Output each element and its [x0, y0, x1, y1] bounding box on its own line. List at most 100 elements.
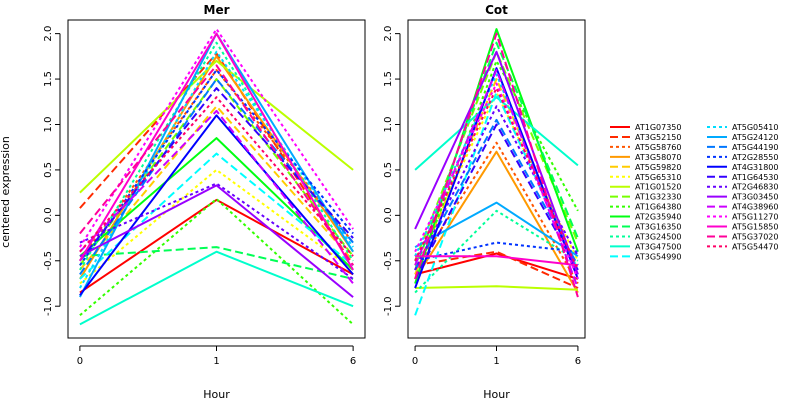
y-tick-label: 1.0 — [43, 117, 54, 133]
series-line-at5g65310 — [79, 168, 354, 285]
legend-label: AT5G54470 — [732, 242, 778, 251]
legend-item: AT4G31800 — [707, 163, 778, 172]
panel-cot: Cot -1.0 -0.5 0.0 0.5 1.0 1.5 2.0 0 1 6 Hour — [383, 3, 586, 400]
legend-label: AT5G37020 — [732, 232, 778, 241]
series-line-at3g47500 — [414, 96, 579, 171]
y-tick-label: -0.5 — [383, 251, 394, 271]
legend-item: AT5G11270 — [707, 213, 778, 222]
legend-item: AT5G65310 — [610, 173, 681, 182]
series-line-at1g64530 — [79, 87, 354, 262]
plot-frame — [67, 19, 366, 339]
x-tick-label: 1 — [493, 356, 499, 367]
panel-title: Mer — [204, 3, 230, 17]
series-line-at1g32330 — [79, 78, 354, 266]
y-tick-label: 1.0 — [383, 117, 394, 133]
legend-item: AT1G32330 — [610, 193, 681, 202]
legend-label: AT5G59820 — [635, 163, 681, 172]
legend-item: AT1G01520 — [610, 183, 681, 192]
legend-label: AT3G47500 — [635, 242, 681, 251]
legend-label: AT3G54990 — [635, 252, 681, 261]
legend-item: AT5G24120 — [707, 133, 778, 142]
legend-label: AT2G35940 — [635, 213, 681, 222]
series-line-at2g46830 — [79, 182, 354, 280]
series-line-at3g47500 — [79, 250, 354, 326]
x-tick-label: 0 — [77, 356, 83, 367]
y-tick-label: 0.0 — [383, 207, 394, 223]
x-axis-label: Hour — [483, 388, 510, 400]
y-tick-label: -1.0 — [43, 296, 54, 316]
legend-label: AT2G46830 — [732, 183, 778, 192]
legend-item: AT3G16350 — [610, 223, 681, 232]
y-tick-label: -1.0 — [383, 296, 394, 316]
series-line-at2g28550 — [414, 241, 579, 262]
legend-item: AT1G64380 — [610, 203, 681, 212]
y-tick-label: 0.5 — [383, 162, 394, 178]
legend-label: AT3G24500 — [635, 232, 681, 241]
legend-item: AT1G64530 — [707, 173, 778, 182]
legend-label: AT1G32330 — [635, 193, 681, 202]
legend-label: AT3G03450 — [732, 193, 778, 202]
series-line-at3g16350 — [414, 41, 579, 271]
legend-item: AT2G28550 — [707, 153, 778, 162]
y-tick-label: 1.5 — [43, 71, 54, 87]
series-line-at4g31800 — [79, 114, 354, 296]
legend-label: AT5G58760 — [635, 143, 681, 152]
plot-frame — [407, 19, 586, 339]
legend-label: AT3G58070 — [635, 153, 681, 162]
series-line-at5g15850 — [415, 255, 579, 267]
legend-item: AT2G35940 — [610, 213, 681, 222]
series-line-at4g38960 — [79, 109, 354, 285]
x-tick-label: 0 — [412, 356, 418, 367]
series-line-at3g16350 — [79, 246, 354, 280]
legend-item: AT3G03450 — [707, 193, 778, 202]
legend-item: AT3G52150 — [610, 133, 681, 142]
legend-item: AT3G54990 — [610, 252, 681, 261]
y-axis-label: centered expression — [0, 136, 12, 248]
y-tick-label: 2.0 — [383, 26, 394, 42]
series-line-at3g24500 — [79, 41, 354, 271]
legend-item: AT5G54470 — [707, 242, 778, 251]
legend-label: AT5G05410 — [732, 123, 778, 132]
series-line-at1g07350 — [414, 252, 579, 280]
legend-label: AT3G52150 — [635, 133, 681, 142]
legend-label: AT1G01520 — [635, 183, 681, 192]
y-tick-label: 2.0 — [43, 26, 54, 42]
legend-label: AT5G65310 — [635, 173, 681, 182]
series-line-at3g24500 — [414, 209, 579, 294]
legend-label: AT2G28550 — [732, 153, 778, 162]
series-line-at5g37020 — [79, 64, 354, 266]
series-line-at3g58070 — [414, 150, 579, 294]
legend-item: AT3G47500 — [610, 242, 681, 251]
series-line-at5g24120 — [79, 32, 354, 298]
y-tick-label: 0.0 — [43, 207, 54, 223]
legend: AT1G07350AT3G52150AT5G58760AT3G58070AT5G… — [610, 123, 778, 261]
legend-label: AT4G38960 — [732, 203, 778, 212]
series-line-at5g24120 — [414, 201, 579, 258]
legend-item: AT5G44190 — [707, 143, 778, 152]
legend-item: AT5G15850 — [707, 223, 778, 232]
series-line-at5g59820 — [79, 105, 354, 271]
legend-label: AT4G31800 — [732, 163, 778, 172]
legend-label: AT5G15850 — [732, 223, 778, 232]
series-line-at5g58760 — [79, 69, 354, 262]
series-line-at5g44190 — [79, 78, 354, 275]
series-line-at1g01520 — [415, 285, 578, 291]
panel-mer: Mer -1.0 -0.5 0.0 0.5 1.0 1.5 2.0 0 1 6 Hour — [43, 3, 366, 400]
legend-label: AT5G44190 — [732, 143, 778, 152]
series-line-at1g64530 — [414, 123, 579, 280]
legend-item: AT4G38960 — [707, 203, 778, 212]
legend-item: AT5G37020 — [707, 232, 778, 241]
series-line-at5g54470 — [79, 96, 354, 257]
series-line-at5g37020 — [414, 32, 579, 298]
y-tick-label: 1.5 — [383, 71, 394, 87]
series-line-at5g58760 — [414, 141, 579, 285]
legend-item: AT5G58760 — [610, 143, 681, 152]
series-line-at3g54990 — [79, 152, 354, 280]
legend-label: AT3G16350 — [635, 223, 681, 232]
x-tick-label: 6 — [350, 356, 356, 367]
legend-item: AT5G59820 — [610, 163, 681, 172]
legend-label: AT5G11270 — [732, 213, 778, 222]
series-line-at5g15850 — [79, 32, 354, 271]
legend-label: AT1G64530 — [732, 173, 778, 182]
